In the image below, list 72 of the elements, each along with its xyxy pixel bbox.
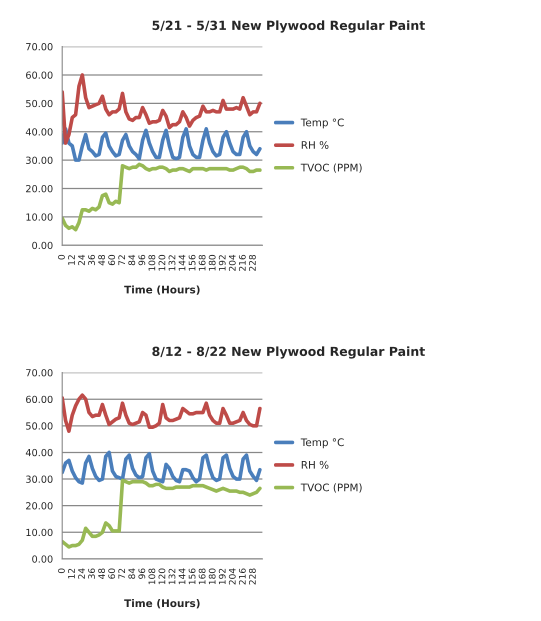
x-tick-label: 228 <box>248 568 256 584</box>
y-tick-label: 60.00 <box>26 71 53 79</box>
line-series <box>62 127 262 162</box>
x-tick-label: 0 <box>58 254 65 260</box>
legend-label: RH % <box>302 141 328 149</box>
legend-label: TVOC (PPM) <box>300 483 362 493</box>
y-tick-label: 10.00 <box>26 213 53 221</box>
x-tick-label: 120 <box>158 568 166 584</box>
x-tick-label: 144 <box>178 254 186 271</box>
text: 8/12 - 8/22 New Plywood Regular Paint <box>152 346 425 359</box>
y-tick-label: 60.00 <box>26 396 53 404</box>
x-tick-label: 60 <box>108 568 116 579</box>
legend-label: Temp °C <box>300 118 344 128</box>
x-tick-label: 12 <box>68 255 75 265</box>
x-tick-label: 60 <box>108 254 116 266</box>
x-axis-title: Time (Hours) <box>124 599 200 608</box>
y-tick-label: 0.00 <box>32 242 53 250</box>
y-tick-label: 70.00 <box>26 43 53 50</box>
x-tick-label: 168 <box>198 254 206 271</box>
legend-label: Temp °C <box>300 438 344 448</box>
x-tick-label: 192 <box>218 255 226 271</box>
x-tick-label: 228 <box>248 254 256 271</box>
x-tick-label: 156 <box>188 254 196 271</box>
y-tick-label: 50.00 <box>26 422 53 430</box>
x-tick-label: 180 <box>208 568 216 584</box>
y-tick-label: 20.00 <box>26 502 53 510</box>
x-tick-label: 132 <box>168 255 176 271</box>
legend-label: TVOC (PPM) <box>300 163 362 173</box>
x-tick-label: 156 <box>188 568 196 584</box>
x-tick-label: 24 <box>78 254 85 266</box>
x-tick-label: 216 <box>238 254 246 271</box>
y-tick-label: 70.00 <box>26 369 53 376</box>
x-tick-label: 48 <box>98 254 106 266</box>
x-tick-label: 72 <box>118 568 126 579</box>
y-tick-label: 0.00 <box>32 555 53 563</box>
x-tick-label: 168 <box>198 568 206 584</box>
y-tick-label: 40.00 <box>26 448 53 456</box>
x-tick-label: 48 <box>98 568 106 579</box>
line-series <box>62 393 262 433</box>
x-tick-label: 96 <box>138 254 146 266</box>
line-series <box>62 73 262 145</box>
x-tick-label: 204 <box>228 254 236 271</box>
x-tick-label: 108 <box>148 254 156 271</box>
y-tick-label: 40.00 <box>26 128 53 136</box>
x-tick-label: 144 <box>178 568 186 584</box>
y-tick-label: 30.00 <box>26 156 53 164</box>
text: 5/21 - 5/31 New Plywood Regular Paint <box>152 20 425 33</box>
x-tick-label: 96 <box>138 568 146 579</box>
x-tick-label: 204 <box>228 568 236 584</box>
x-tick-label: 216 <box>238 568 246 584</box>
y-tick-label: 20.00 <box>26 184 53 192</box>
x-tick-label: 36 <box>88 254 95 266</box>
x-tick-label: 108 <box>148 568 156 584</box>
x-tick-label: 180 <box>208 254 216 271</box>
line-series <box>62 478 262 549</box>
x-tick-label: 72 <box>118 255 126 266</box>
x-tick-label: 0 <box>58 568 65 574</box>
x-tick-label: 24 <box>78 568 85 579</box>
y-tick-label: 10.00 <box>26 528 53 536</box>
x-tick-label: 12 <box>68 568 75 578</box>
y-tick-label: 30.00 <box>26 476 53 483</box>
legend-label: RH % <box>302 460 328 469</box>
line-series <box>62 162 262 232</box>
x-tick-label: 36 <box>88 568 95 579</box>
x-tick-label: 120 <box>158 254 166 271</box>
line-series <box>62 450 262 485</box>
y-tick-label: 50.00 <box>26 100 53 108</box>
x-tick-label: 132 <box>168 568 176 584</box>
x-tick-label: 192 <box>218 568 226 584</box>
x-tick-label: 84 <box>128 568 136 579</box>
x-tick-label: 84 <box>128 254 136 266</box>
x-axis-title: Time (Hours) <box>124 285 200 295</box>
